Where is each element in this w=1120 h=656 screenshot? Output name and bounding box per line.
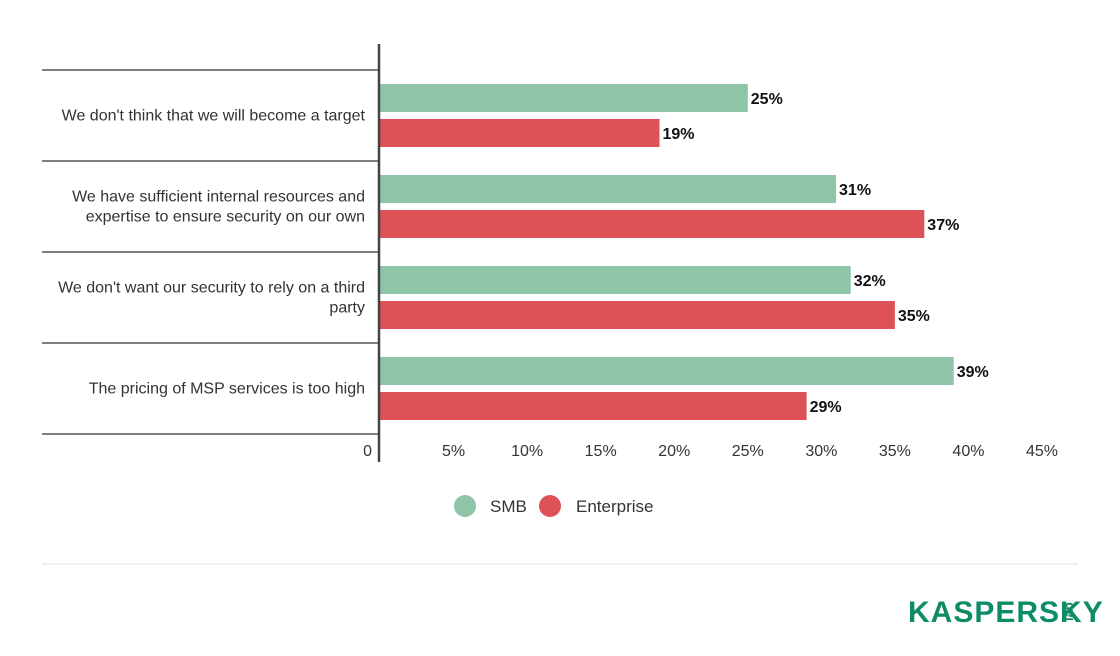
category-separators [42, 69, 380, 435]
bar-enterprise [380, 210, 925, 238]
bar-smb [380, 266, 851, 294]
legend-label-enterprise: Enterprise [576, 497, 653, 516]
data-label-enterprise: 29% [810, 399, 842, 416]
data-label-smb: 25% [751, 91, 783, 108]
category-label: We have sufficient internal resources an… [72, 189, 365, 226]
data-labels: 25% 19% 31% 37% 32% 35% 39% 29% [663, 91, 989, 416]
category-label: We don't want our security to rely on a … [58, 280, 365, 317]
category-label-line: We don't want our security to rely on a … [58, 280, 365, 297]
category-label: We don't think that we will become a tar… [62, 108, 366, 125]
legend-marker-enterprise [539, 495, 561, 517]
bar-enterprise [380, 392, 807, 420]
data-label-enterprise: 19% [663, 126, 695, 143]
x-axis-ticks: 0 5% 10% 15% 20% 25% 30% 35% 40% 45% [363, 443, 1058, 460]
x-tick-label: 15% [585, 443, 617, 460]
legend-label-smb: SMB [490, 497, 527, 516]
category-label-line: party [329, 300, 365, 317]
category-label-line: We have sufficient internal resources an… [72, 189, 365, 206]
x-tick-label: 0 [363, 443, 372, 460]
category-label-line: The pricing of MSP services is too high [89, 381, 365, 398]
kaspersky-logo: KASPERSKY lab [908, 596, 1104, 629]
bar-enterprise [380, 119, 660, 147]
bars [380, 84, 954, 420]
category-label-line: expertise to ensure security on our own [86, 209, 365, 226]
x-tick-label: 45% [1026, 443, 1058, 460]
logo-wordmark: KASPERSKY [908, 596, 1104, 629]
x-tick-label: 30% [805, 443, 837, 460]
bar-smb [380, 357, 954, 385]
bar-enterprise [380, 301, 895, 329]
data-label-smb: 32% [854, 273, 886, 290]
bar-smb [380, 175, 837, 203]
category-label: The pricing of MSP services is too high [89, 381, 365, 398]
bar-smb [380, 84, 748, 112]
category-labels: We don't think that we will become a tar… [58, 108, 365, 398]
x-tick-label: 20% [658, 443, 690, 460]
x-tick-label: 35% [879, 443, 911, 460]
category-label-line: We don't think that we will become a tar… [62, 108, 366, 125]
logo-sub: lab [1061, 602, 1076, 621]
x-tick-label: 10% [511, 443, 543, 460]
legend: SMB Enterprise [454, 495, 653, 517]
data-label-smb: 31% [839, 182, 871, 199]
x-tick-label: 25% [732, 443, 764, 460]
legend-marker-smb [454, 495, 476, 517]
x-tick-label: 5% [442, 443, 465, 460]
data-label-enterprise: 35% [898, 308, 930, 325]
data-label-enterprise: 37% [927, 217, 959, 234]
data-label-smb: 39% [957, 364, 989, 381]
x-tick-label: 40% [952, 443, 984, 460]
